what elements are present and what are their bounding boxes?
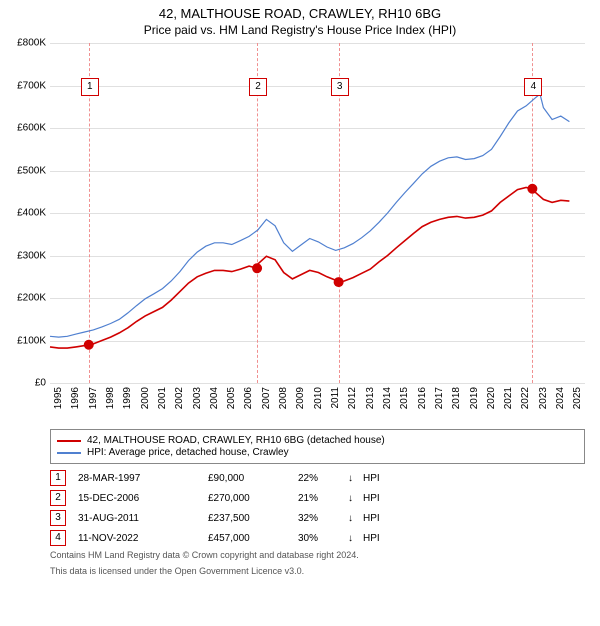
chart-svg <box>50 43 585 383</box>
event-badge: 2 <box>50 490 66 506</box>
y-tick-label: £200K <box>17 293 46 304</box>
event-table-row: 4 11-NOV-2022£457,00030%↓HPI <box>50 530 585 546</box>
x-tick-label: 2025 <box>572 387 583 409</box>
legend-swatch <box>57 440 81 442</box>
chart-title: 42, MALTHOUSE ROAD, CRAWLEY, RH10 6BG <box>0 6 600 21</box>
x-tick-label: 2011 <box>330 387 341 409</box>
legend-swatch <box>57 452 81 454</box>
event-delta: 30% <box>298 533 348 544</box>
x-tick-label: 2010 <box>313 387 324 409</box>
event-price: £270,000 <box>208 493 298 504</box>
x-tick-label: 2013 <box>365 387 376 409</box>
y-tick-label: £700K <box>17 80 46 91</box>
x-tick-label: 2022 <box>520 387 531 409</box>
down-arrow-icon: ↓ <box>348 493 363 504</box>
x-tick-label: 2002 <box>174 387 185 409</box>
event-marker: 3 <box>331 78 349 96</box>
x-tick-label: 1999 <box>122 387 133 409</box>
event-marker: 4 <box>524 78 542 96</box>
event-badge: 3 <box>50 510 66 526</box>
y-tick-label: £800K <box>17 38 46 49</box>
x-tick-label: 2016 <box>417 387 428 409</box>
x-tick-label: 2015 <box>399 387 410 409</box>
x-axis: 1995 1996 1997 1998 1999 2000 2001 2002 2003 2004… <box>50 383 585 423</box>
x-tick-label: 2007 <box>261 387 272 409</box>
x-tick-label: 2018 <box>451 387 462 409</box>
x-tick-label: 2004 <box>209 387 220 409</box>
legend: 42, MALTHOUSE ROAD, CRAWLEY, RH10 6BG (d… <box>50 429 585 464</box>
event-date: 28-MAR-1997 <box>78 473 208 484</box>
event-marker: 1 <box>81 78 99 96</box>
y-tick-label: £0 <box>35 378 46 389</box>
event-table-row: 1 28-MAR-1997£90,00022%↓HPI <box>50 470 585 486</box>
event-date: 31-AUG-2011 <box>78 513 208 524</box>
x-tick-label: 1996 <box>70 387 81 409</box>
event-delta: 22% <box>298 473 348 484</box>
y-tick-label: £600K <box>17 123 46 134</box>
legend-label: HPI: Average price, detached house, Craw… <box>87 447 289 458</box>
x-tick-label: 2020 <box>486 387 497 409</box>
event-dot <box>527 184 537 194</box>
x-tick-label: 2017 <box>434 387 445 409</box>
footer-line-1: Contains HM Land Registry data © Crown c… <box>50 550 585 562</box>
legend-item: HPI: Average price, detached house, Craw… <box>57 447 578 458</box>
event-dot <box>334 277 344 287</box>
down-arrow-icon: ↓ <box>348 473 363 484</box>
footer-line-2: This data is licensed under the Open Gov… <box>50 566 585 578</box>
down-arrow-icon: ↓ <box>348 513 363 524</box>
x-tick-label: 2009 <box>295 387 306 409</box>
x-tick-label: 2006 <box>243 387 254 409</box>
y-tick-label: £300K <box>17 250 46 261</box>
x-tick-label: 2024 <box>555 387 566 409</box>
series-address <box>50 188 569 349</box>
x-tick-label: 2003 <box>192 387 203 409</box>
y-tick-label: £100K <box>17 335 46 346</box>
series-hpi <box>50 94 569 337</box>
event-delta: 21% <box>298 493 348 504</box>
x-tick-label: 2005 <box>226 387 237 409</box>
x-tick-label: 2023 <box>538 387 549 409</box>
event-dot <box>252 263 262 273</box>
event-ref: HPI <box>363 533 380 544</box>
event-table-row: 3 31-AUG-2011£237,50032%↓HPI <box>50 510 585 526</box>
x-tick-label: 1995 <box>53 387 64 409</box>
event-date: 11-NOV-2022 <box>78 533 208 544</box>
y-tick-label: £400K <box>17 208 46 219</box>
event-price: £90,000 <box>208 473 298 484</box>
x-tick-label: 2000 <box>140 387 151 409</box>
event-delta: 32% <box>298 513 348 524</box>
down-arrow-icon: ↓ <box>348 533 363 544</box>
x-tick-label: 2021 <box>503 387 514 409</box>
event-ref: HPI <box>363 473 380 484</box>
event-date: 15-DEC-2006 <box>78 493 208 504</box>
event-price: £237,500 <box>208 513 298 524</box>
x-tick-label: 2001 <box>157 387 168 409</box>
event-table-row: 2 15-DEC-2006£270,00021%↓HPI <box>50 490 585 506</box>
x-tick-label: 1997 <box>88 387 99 409</box>
x-tick-label: 2008 <box>278 387 289 409</box>
y-tick-label: £500K <box>17 165 46 176</box>
event-table: 128-MAR-1997£90,00022%↓HPI215-DEC-2006£2… <box>50 470 585 546</box>
x-tick-label: 2014 <box>382 387 393 409</box>
event-badge: 4 <box>50 530 66 546</box>
event-ref: HPI <box>363 493 380 504</box>
chart-area: £0£100K£200K£300K£400K£500K£600K£700K£80… <box>50 43 585 383</box>
x-tick-label: 2012 <box>347 387 358 409</box>
event-badge: 1 <box>50 470 66 486</box>
event-dot <box>84 340 94 350</box>
legend-label: 42, MALTHOUSE ROAD, CRAWLEY, RH10 6BG (d… <box>87 435 385 446</box>
event-price: £457,000 <box>208 533 298 544</box>
legend-item: 42, MALTHOUSE ROAD, CRAWLEY, RH10 6BG (d… <box>57 435 578 446</box>
x-tick-label: 1998 <box>105 387 116 409</box>
chart-subtitle: Price paid vs. HM Land Registry's House … <box>0 23 600 37</box>
x-tick-label: 2019 <box>469 387 480 409</box>
event-ref: HPI <box>363 513 380 524</box>
event-marker: 2 <box>249 78 267 96</box>
